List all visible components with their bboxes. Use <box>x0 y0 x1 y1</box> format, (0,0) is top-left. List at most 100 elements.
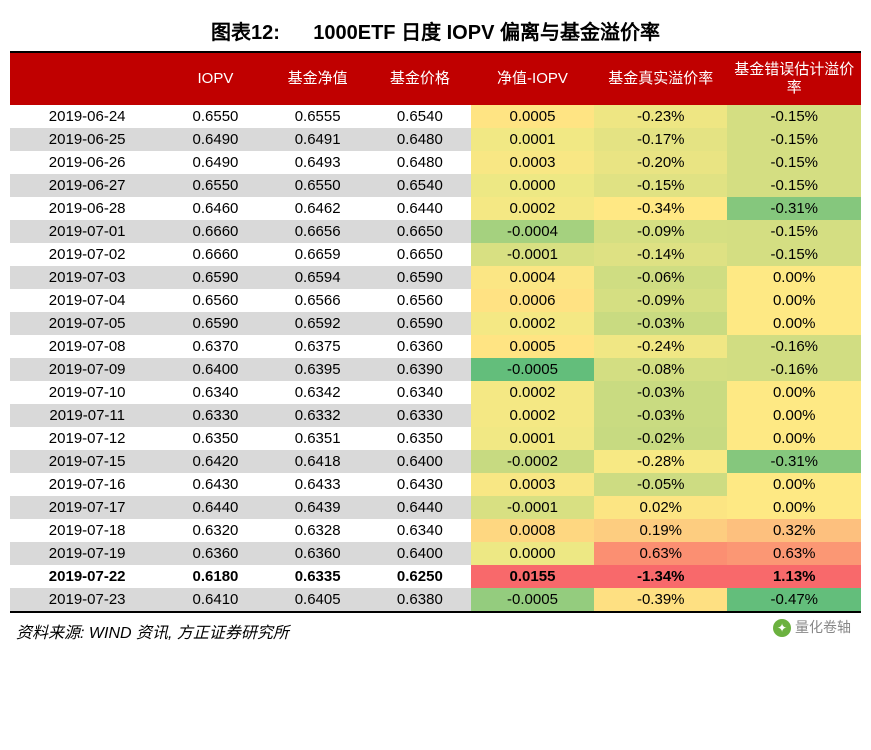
cell-nav: 0.6550 <box>267 174 369 197</box>
cell-nav: 0.6439 <box>267 496 369 519</box>
cell-price: 0.6350 <box>369 427 471 450</box>
cell-price: 0.6250 <box>369 565 471 588</box>
cell-real: -0.28% <box>594 450 727 473</box>
cell-real: -0.03% <box>594 381 727 404</box>
cell-iopv: 0.6550 <box>164 105 266 128</box>
cell-price: 0.6400 <box>369 450 471 473</box>
cell-nav: 0.6656 <box>267 220 369 243</box>
table-row: 2019-07-160.64300.64330.64300.0003-0.05%… <box>10 473 861 496</box>
cell-real: -0.09% <box>594 289 727 312</box>
cell-nav: 0.6462 <box>267 197 369 220</box>
table-row: 2019-07-180.63200.63280.63400.00080.19%0… <box>10 519 861 542</box>
cell-date: 2019-07-04 <box>10 289 164 312</box>
cell-diff: -0.0005 <box>471 358 594 381</box>
cell-nav: 0.6360 <box>267 542 369 565</box>
cell-diff: 0.0006 <box>471 289 594 312</box>
cell-iopv: 0.6660 <box>164 220 266 243</box>
cell-diff: 0.0001 <box>471 427 594 450</box>
cell-err: 0.00% <box>727 473 861 496</box>
cell-iopv: 0.6340 <box>164 381 266 404</box>
cell-err: 0.00% <box>727 266 861 289</box>
cell-price: 0.6390 <box>369 358 471 381</box>
cell-price: 0.6340 <box>369 519 471 542</box>
cell-err: -0.31% <box>727 197 861 220</box>
cell-date: 2019-07-17 <box>10 496 164 519</box>
cell-date: 2019-07-12 <box>10 427 164 450</box>
cell-date: 2019-07-22 <box>10 565 164 588</box>
cell-diff: 0.0005 <box>471 335 594 358</box>
cell-nav: 0.6555 <box>267 105 369 128</box>
cell-err: 1.13% <box>727 565 861 588</box>
data-table: IOPV基金净值基金价格净值-IOPV基金真实溢价率基金错误估计溢价率 2019… <box>10 53 861 611</box>
cell-iopv: 0.6420 <box>164 450 266 473</box>
cell-real: -0.20% <box>594 151 727 174</box>
table-row: 2019-07-230.64100.64050.6380-0.0005-0.39… <box>10 588 861 611</box>
cell-iopv: 0.6350 <box>164 427 266 450</box>
cell-nav: 0.6335 <box>267 565 369 588</box>
cell-err: -0.15% <box>727 220 861 243</box>
cell-err: 0.00% <box>727 381 861 404</box>
cell-price: 0.6380 <box>369 588 471 611</box>
cell-date: 2019-07-16 <box>10 473 164 496</box>
table-row: 2019-07-150.64200.64180.6400-0.0002-0.28… <box>10 450 861 473</box>
cell-price: 0.6480 <box>369 128 471 151</box>
cell-price: 0.6430 <box>369 473 471 496</box>
table-row: 2019-07-100.63400.63420.63400.0002-0.03%… <box>10 381 861 404</box>
cell-diff: 0.0003 <box>471 151 594 174</box>
cell-nav: 0.6332 <box>267 404 369 427</box>
cell-real: -1.34% <box>594 565 727 588</box>
table-head: IOPV基金净值基金价格净值-IOPV基金真实溢价率基金错误估计溢价率 <box>10 53 861 105</box>
cell-nav: 0.6566 <box>267 289 369 312</box>
cell-real: 0.02% <box>594 496 727 519</box>
cell-iopv: 0.6440 <box>164 496 266 519</box>
cell-diff: 0.0002 <box>471 197 594 220</box>
cell-nav: 0.6351 <box>267 427 369 450</box>
cell-nav: 0.6491 <box>267 128 369 151</box>
table-row: 2019-06-250.64900.64910.64800.0001-0.17%… <box>10 128 861 151</box>
table-row: 2019-06-270.65500.65500.65400.0000-0.15%… <box>10 174 861 197</box>
cell-iopv: 0.6550 <box>164 174 266 197</box>
cell-nav: 0.6659 <box>267 243 369 266</box>
cell-price: 0.6560 <box>369 289 471 312</box>
cell-nav: 0.6594 <box>267 266 369 289</box>
cell-iopv: 0.6490 <box>164 128 266 151</box>
cell-iopv: 0.6590 <box>164 312 266 335</box>
cell-nav: 0.6433 <box>267 473 369 496</box>
cell-diff: 0.0008 <box>471 519 594 542</box>
cell-date: 2019-06-24 <box>10 105 164 128</box>
cell-err: -0.15% <box>727 128 861 151</box>
table-row: 2019-07-190.63600.63600.64000.00000.63%0… <box>10 542 861 565</box>
cell-date: 2019-06-27 <box>10 174 164 197</box>
cell-price: 0.6480 <box>369 151 471 174</box>
cell-date: 2019-07-02 <box>10 243 164 266</box>
table-row: 2019-06-280.64600.64620.64400.0002-0.34%… <box>10 197 861 220</box>
cell-err: 0.00% <box>727 312 861 335</box>
watermark-text: 量化卷轴 <box>795 619 851 635</box>
cell-price: 0.6440 <box>369 197 471 220</box>
cell-err: 0.00% <box>727 289 861 312</box>
cell-err: -0.16% <box>727 335 861 358</box>
cell-err: -0.31% <box>727 450 861 473</box>
cell-real: -0.05% <box>594 473 727 496</box>
cell-real: -0.17% <box>594 128 727 151</box>
cell-date: 2019-07-18 <box>10 519 164 542</box>
table-row: 2019-07-010.66600.66560.6650-0.0004-0.09… <box>10 220 861 243</box>
col-header: 净值-IOPV <box>471 53 594 105</box>
table-row: 2019-07-110.63300.63320.63300.0002-0.03%… <box>10 404 861 427</box>
table-body: 2019-06-240.65500.65550.65400.0005-0.23%… <box>10 105 861 611</box>
table-row: 2019-07-030.65900.65940.65900.0004-0.06%… <box>10 266 861 289</box>
cell-date: 2019-07-15 <box>10 450 164 473</box>
cell-date: 2019-07-19 <box>10 542 164 565</box>
cell-err: -0.16% <box>727 358 861 381</box>
cell-err: 0.00% <box>727 404 861 427</box>
cell-price: 0.6590 <box>369 312 471 335</box>
table-row: 2019-07-050.65900.65920.65900.0002-0.03%… <box>10 312 861 335</box>
cell-iopv: 0.6490 <box>164 151 266 174</box>
cell-diff: 0.0000 <box>471 542 594 565</box>
cell-diff: 0.0002 <box>471 381 594 404</box>
cell-date: 2019-06-26 <box>10 151 164 174</box>
cell-date: 2019-07-23 <box>10 588 164 611</box>
cell-real: -0.06% <box>594 266 727 289</box>
cell-nav: 0.6592 <box>267 312 369 335</box>
table-row: 2019-07-080.63700.63750.63600.0005-0.24%… <box>10 335 861 358</box>
